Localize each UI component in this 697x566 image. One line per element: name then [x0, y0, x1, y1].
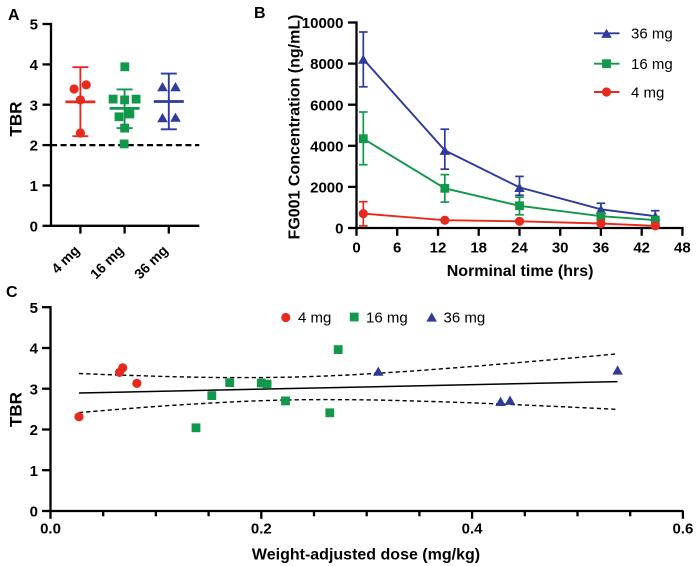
svg-text:30: 30 [552, 240, 569, 257]
svg-text:0: 0 [335, 221, 343, 238]
svg-text:0: 0 [352, 240, 360, 257]
svg-text:0: 0 [30, 218, 38, 235]
svg-text:4: 4 [30, 341, 39, 358]
svg-text:Weight-adjusted dose (mg/kg): Weight-adjusted dose (mg/kg) [252, 547, 480, 564]
svg-text:6000: 6000 [310, 97, 343, 114]
svg-text:10000: 10000 [302, 15, 344, 32]
svg-text:36 mg: 36 mg [444, 309, 486, 326]
svg-text:16 mg: 16 mg [631, 56, 673, 73]
svg-text:0: 0 [30, 504, 38, 521]
svg-text:4: 4 [30, 57, 39, 74]
svg-text:3: 3 [30, 97, 38, 114]
svg-text:TBR: TBR [7, 102, 26, 137]
svg-text:6: 6 [393, 240, 401, 257]
svg-text:4000: 4000 [310, 138, 343, 155]
svg-text:Norminal time (hrs): Norminal time (hrs) [447, 263, 594, 280]
svg-text:24: 24 [511, 240, 528, 257]
svg-text:0.6: 0.6 [672, 521, 693, 538]
svg-text:2: 2 [30, 422, 38, 439]
svg-text:3: 3 [30, 381, 38, 398]
svg-text:0.0: 0.0 [40, 521, 61, 538]
svg-text:12: 12 [430, 240, 447, 257]
svg-text:36 mg: 36 mg [631, 26, 673, 43]
svg-text:16 mg: 16 mg [366, 309, 408, 326]
svg-text:4 mg: 4 mg [298, 309, 331, 326]
svg-text:0.2: 0.2 [251, 521, 272, 538]
svg-text:36: 36 [593, 240, 610, 257]
svg-text:5: 5 [30, 300, 38, 317]
svg-text:42: 42 [633, 240, 650, 257]
svg-text:2: 2 [30, 138, 38, 155]
svg-text:1: 1 [30, 463, 38, 480]
svg-text:C: C [6, 284, 18, 301]
svg-text:1: 1 [30, 178, 38, 195]
svg-text:8000: 8000 [310, 56, 343, 73]
svg-text:TBR: TBR [7, 392, 26, 427]
svg-text:5: 5 [30, 17, 38, 34]
svg-text:4 mg: 4 mg [631, 84, 664, 101]
svg-text:A: A [8, 7, 20, 24]
svg-text:18: 18 [470, 240, 487, 257]
svg-text:48: 48 [674, 240, 691, 257]
svg-text:FG001 Concentration (ng/mL): FG001 Concentration (ng/mL) [287, 15, 304, 240]
svg-text:B: B [254, 5, 266, 22]
svg-text:0.4: 0.4 [462, 521, 484, 538]
svg-text:2000: 2000 [310, 180, 343, 197]
